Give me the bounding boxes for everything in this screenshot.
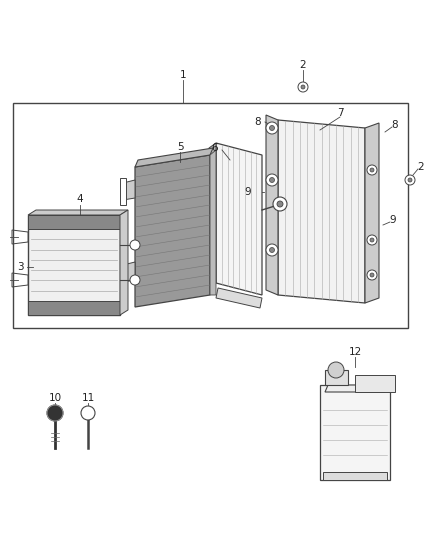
Circle shape [273, 197, 287, 211]
Circle shape [266, 244, 278, 256]
Polygon shape [278, 120, 365, 303]
Polygon shape [12, 273, 28, 287]
Text: 9: 9 [390, 215, 396, 225]
Text: 11: 11 [81, 393, 95, 403]
Circle shape [367, 165, 377, 175]
Circle shape [269, 125, 275, 131]
Circle shape [370, 238, 374, 242]
Polygon shape [216, 288, 262, 308]
Polygon shape [120, 178, 126, 205]
Polygon shape [210, 150, 216, 295]
Polygon shape [120, 260, 126, 287]
Text: 2: 2 [300, 60, 306, 70]
Polygon shape [355, 375, 395, 392]
Text: 2: 2 [418, 162, 424, 172]
Polygon shape [325, 385, 385, 392]
Circle shape [130, 275, 140, 285]
Polygon shape [209, 143, 216, 288]
Circle shape [269, 177, 275, 182]
Polygon shape [135, 155, 210, 307]
Polygon shape [216, 143, 262, 295]
Circle shape [269, 247, 275, 253]
Bar [13, 103, 408, 328]
Polygon shape [323, 472, 387, 480]
Circle shape [370, 168, 374, 172]
Circle shape [301, 85, 305, 89]
Circle shape [277, 201, 283, 207]
Text: 9: 9 [245, 187, 251, 197]
Text: 12: 12 [348, 347, 362, 357]
Polygon shape [120, 210, 128, 315]
Circle shape [266, 174, 278, 186]
Polygon shape [12, 230, 28, 244]
Circle shape [81, 406, 95, 420]
Polygon shape [28, 301, 120, 315]
Circle shape [370, 273, 374, 277]
Circle shape [367, 235, 377, 245]
Polygon shape [135, 148, 213, 167]
Circle shape [367, 270, 377, 280]
Text: 3: 3 [17, 262, 23, 272]
Circle shape [130, 240, 140, 250]
Circle shape [47, 405, 63, 421]
Text: 10: 10 [49, 393, 62, 403]
Polygon shape [28, 215, 120, 315]
Text: 7: 7 [337, 108, 343, 118]
Circle shape [328, 362, 344, 378]
Text: 6: 6 [212, 143, 218, 153]
Circle shape [298, 82, 308, 92]
Polygon shape [325, 370, 348, 385]
Circle shape [405, 175, 415, 185]
Circle shape [408, 178, 412, 182]
Circle shape [266, 122, 278, 134]
Text: 5: 5 [177, 142, 184, 152]
Polygon shape [365, 123, 379, 303]
Text: 8: 8 [392, 120, 398, 130]
Text: 1: 1 [180, 70, 186, 80]
Polygon shape [123, 262, 135, 282]
Text: 8: 8 [254, 117, 261, 127]
Polygon shape [123, 180, 135, 200]
Polygon shape [28, 210, 128, 215]
Polygon shape [266, 115, 278, 295]
Text: 4: 4 [77, 194, 83, 204]
Polygon shape [28, 215, 120, 229]
Polygon shape [320, 385, 390, 480]
